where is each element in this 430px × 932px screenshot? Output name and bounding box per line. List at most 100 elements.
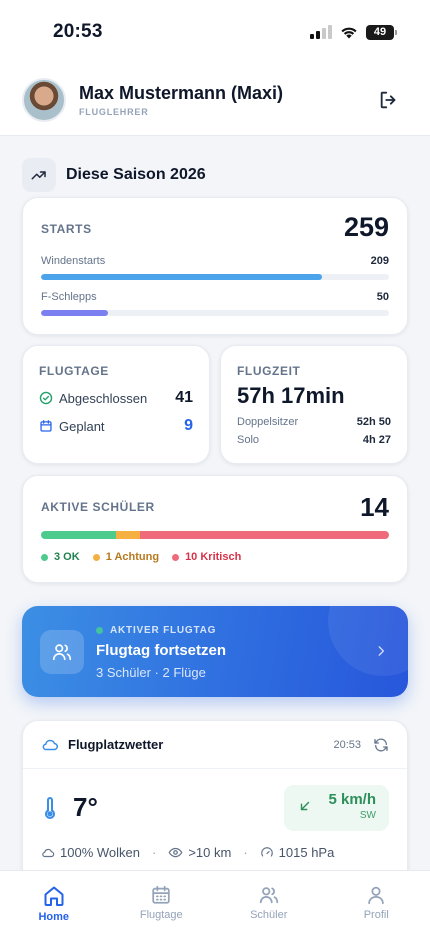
students-label: AKTIVE SCHÜLER: [41, 500, 155, 514]
tab-profil[interactable]: Profil: [323, 871, 430, 932]
starts-row-tow: F-Schlepps 50: [41, 291, 389, 316]
weather-stats: 100% Wolken · >10 km · 1015 hPa: [41, 845, 334, 860]
logout-icon[interactable]: [378, 89, 400, 111]
visibility-stat: >10 km: [168, 845, 231, 860]
thermometer-icon: [45, 796, 55, 819]
wind-speed: 5 km/h: [328, 791, 376, 808]
gauge-icon: [260, 846, 273, 856]
users-icon: [259, 887, 278, 904]
weather-updated-time: 20:53: [333, 738, 361, 751]
student-status-legend: 3 OK 1 Achtung 10 Kritisch: [41, 551, 241, 563]
check-circle-icon: [39, 391, 53, 405]
flugzeit-row-solo: Solo 4h 27: [237, 434, 391, 446]
profile-info: Max Mustermann (Maxi) FLUGLEHRER: [79, 83, 283, 117]
profile-role: FLUGLEHRER: [79, 106, 149, 117]
bottom-tab-bar: Home Flugtage Schüler Profil: [0, 870, 430, 932]
chevron-right-icon: [378, 646, 385, 656]
progress-track: [41, 274, 389, 280]
flugzeit-row-label: Solo: [237, 434, 260, 446]
completed-label: Abgeschlossen: [59, 390, 148, 406]
flugzeit-row-value: 4h 27: [362, 434, 391, 446]
wind-box: 5 km/h SW: [284, 785, 389, 831]
status-segment: [140, 531, 389, 539]
legend-ok: 3 OK: [41, 551, 80, 563]
tab-home[interactable]: Home: [0, 871, 108, 932]
trending-up-icon: [22, 158, 56, 192]
tab-flugtage[interactable]: Flugtage: [108, 871, 216, 932]
starts-card[interactable]: STARTS 259 Windenstarts 209 F-Schlepps 5…: [22, 197, 408, 335]
starts-row-winch: Windenstarts 209: [41, 255, 389, 280]
calendar-icon: [152, 885, 170, 904]
flugtage-label: FLUGTAGE: [39, 364, 109, 378]
banner-subtitle: 3 Schüler · 2 Flüge: [96, 665, 206, 680]
temperature-row: 7°: [43, 792, 98, 823]
home-icon: [44, 886, 64, 906]
user-icon: [368, 886, 384, 905]
battery-indicator: 49: [366, 24, 397, 40]
planned-label: Geplant: [59, 418, 105, 434]
legend-critical: 10 Kritisch: [172, 551, 241, 563]
tab-label: Profil: [363, 909, 389, 921]
eye-icon: [168, 847, 183, 858]
students-total: 14: [360, 492, 389, 522]
flugzeit-row-label: Doppelsitzer: [237, 416, 299, 428]
refresh-icon[interactable]: [373, 737, 389, 753]
separator-dot: ·: [243, 845, 248, 860]
legend-warning: 1 Achtung: [92, 551, 159, 563]
pressure-stat: 1015 hPa: [260, 845, 335, 860]
temperature-value: 7°: [73, 792, 98, 822]
profile-header: Max Mustermann (Maxi) FLUGLEHRER: [0, 64, 430, 136]
flugtage-card[interactable]: FLUGTAGE Abgeschlossen 41 Geplant 9: [22, 345, 210, 464]
status-bar: 20:53 49: [0, 0, 430, 64]
cloud-icon: [42, 739, 58, 750]
banner-kicker-text: AKTIVER FLUGTAG: [110, 625, 217, 636]
status-time: 20:53: [53, 21, 103, 42]
wind-direction-icon: [300, 801, 310, 811]
cloud-icon: [42, 848, 55, 857]
avatar[interactable]: [22, 77, 66, 122]
weather-header: Flugplatzwetter 20:53: [23, 721, 407, 769]
flugzeit-label: FLUGZEIT: [237, 364, 301, 378]
progress-track: [41, 310, 389, 316]
student-status-bar: [41, 531, 389, 539]
flugtage-completed-row: Abgeschlossen 41: [39, 389, 193, 407]
visibility-value: >10 km: [188, 845, 232, 860]
starts-row-label: F-Schlepps: [41, 291, 97, 303]
starts-row-value: 50: [376, 291, 389, 303]
profile-name: Max Mustermann (Maxi): [79, 82, 284, 103]
tab-label: Schüler: [250, 909, 288, 921]
starts-row-value: 209: [370, 255, 389, 267]
live-dot: [96, 627, 103, 634]
starts-row-label: Windenstarts: [41, 255, 106, 267]
season-section-header: Diese Saison 2026: [22, 158, 206, 192]
pressure-value: 1015 hPa: [278, 845, 335, 860]
starts-label: STARTS: [41, 222, 92, 236]
flugzeit-total: 57h 17min: [237, 383, 345, 408]
status-segment: [41, 531, 116, 539]
status-segment: [115, 531, 141, 539]
cellular-signal-icon: [310, 25, 332, 39]
banner-kicker: AKTIVER FLUGTAG: [96, 625, 216, 636]
weather-title: Flugplatzwetter: [68, 737, 164, 752]
flugzeit-card[interactable]: FLUGZEIT 57h 17min Doppelsitzer 52h 50 S…: [220, 345, 408, 464]
completed-value: 41: [175, 389, 193, 406]
clouds-stat: 100% Wolken: [41, 845, 140, 860]
users-icon: [40, 630, 84, 674]
tab-schueler[interactable]: Schüler: [215, 871, 323, 932]
continue-flight-day-button[interactable]: AKTIVER FLUGTAG Flugtag fortsetzen 3 Sch…: [22, 606, 408, 697]
banner-title: Flugtag fortsetzen: [96, 642, 226, 659]
active-students-card[interactable]: AKTIVE SCHÜLER 14 3 OK 1 Achtung 10 Krit…: [22, 475, 408, 583]
progress-fill-winch: [41, 274, 322, 280]
status-icons: 49: [310, 24, 397, 40]
flugzeit-row-doppelsitzer: Doppelsitzer 52h 50: [237, 416, 391, 428]
banner-decoration: [328, 606, 408, 676]
separator-dot: ·: [151, 845, 157, 860]
wind-direction: SW: [359, 810, 376, 821]
progress-fill-tow: [41, 310, 109, 316]
tab-label: Home: [38, 911, 70, 923]
wifi-icon: [341, 27, 357, 38]
clouds-value: 100% Wolken: [60, 845, 140, 860]
calendar-icon: [40, 420, 52, 432]
tab-label: Flugtage: [139, 909, 183, 921]
flugzeit-row-value: 52h 50: [356, 416, 391, 428]
